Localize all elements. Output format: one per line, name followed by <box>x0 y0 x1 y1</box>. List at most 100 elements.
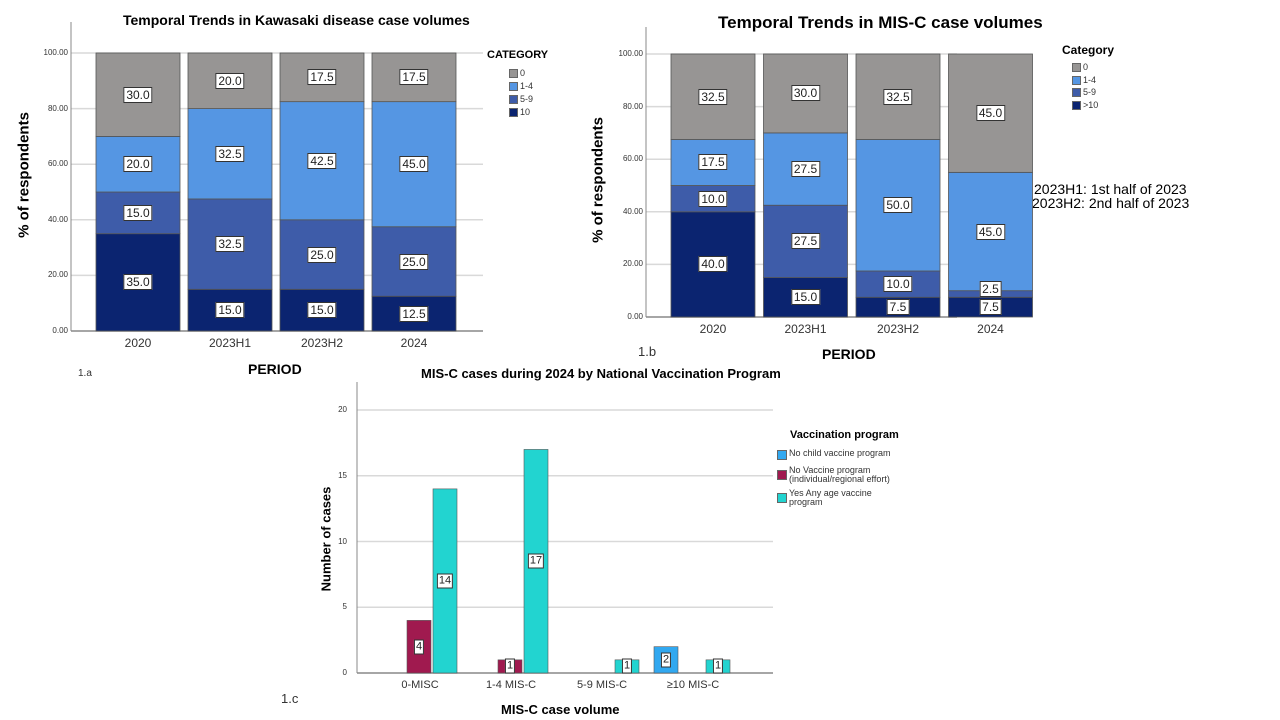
y-tick-label: 100.00 <box>43 48 68 57</box>
legend-swatch <box>1072 100 1081 110</box>
data-label: 10.0 <box>698 190 728 207</box>
chart-1a-title: Temporal Trends in Kawasaki disease case… <box>123 12 470 28</box>
x-tick-label: 2024 <box>400 336 428 350</box>
legend-swatch <box>777 493 787 503</box>
legend-swatch <box>509 95 518 104</box>
data-label: 32.5 <box>883 88 913 105</box>
data-label: 32.5 <box>215 236 245 253</box>
data-label: 17.5 <box>698 154 728 171</box>
x-tick-label: 2023H2 <box>876 322 920 336</box>
legend-item: 1-4 <box>1072 74 1097 85</box>
data-label: 32.5 <box>215 145 245 162</box>
legend-swatch <box>1072 75 1081 85</box>
data-label: 7.5 <box>979 299 1002 316</box>
data-label: 25.0 <box>399 253 429 270</box>
data-label: 45.0 <box>399 156 429 173</box>
data-label: 14 <box>436 573 454 589</box>
legend-item: >10 <box>1072 99 1099 110</box>
y-tick-label: 20 <box>338 405 347 414</box>
x-tick-label: 2023H2 <box>300 336 344 350</box>
data-label: 17.5 <box>399 69 429 86</box>
data-label: 2 <box>660 652 672 668</box>
chart-1c-legend-title: Vaccination program <box>790 429 899 441</box>
legend-label: 0 <box>520 68 526 78</box>
legend-label: 0 <box>1083 62 1089 72</box>
data-label: 12.5 <box>399 305 429 322</box>
bar-segment-14 <box>763 132 848 206</box>
x-tick-label: ≥10 MIS-C <box>666 679 720 691</box>
chart-1c-xlabel: MIS-C case volume <box>501 702 620 717</box>
legend-label: >10 <box>1083 99 1099 110</box>
y-tick-label: 40.00 <box>622 206 643 216</box>
y-tick-label: 15 <box>338 470 347 480</box>
data-label: 15.0 <box>790 289 821 306</box>
chart-1b-annotation-h2: 2023H2: 2nd half of 2023 <box>1032 195 1190 211</box>
data-label: 50.0 <box>883 197 913 214</box>
data-label: 45.0 <box>975 223 1006 240</box>
legend-label: 1-4 <box>520 81 534 91</box>
chart-1a-legend-title: CATEGORY <box>487 49 549 61</box>
data-label: 7.5 <box>886 299 910 316</box>
chart-1b-title: Temporal Trends in MIS-C case volumes <box>718 13 1043 32</box>
data-label: 17.5 <box>307 69 337 86</box>
legend-item: No child vaccine program <box>777 449 917 460</box>
data-label: 15.0 <box>123 204 153 221</box>
data-label: 20.0 <box>123 156 153 173</box>
x-tick-label: 1-4 MIS-C <box>485 679 537 691</box>
y-tick-label: 10 <box>338 536 347 546</box>
legend-label: 5-9 <box>520 94 534 104</box>
legend-item: 5-9 <box>509 95 533 104</box>
y-tick-label: 100.00 <box>618 49 643 58</box>
data-label: 1 <box>621 658 633 674</box>
chart-1b-panel-label: 1.b <box>638 344 657 359</box>
data-label: 25.0 <box>307 246 337 263</box>
y-tick-label: 80.00 <box>622 101 643 111</box>
data-label: 32.5 <box>698 88 728 105</box>
legend-item: Yes Any age vaccine program <box>777 489 917 507</box>
legend-swatch <box>509 82 518 91</box>
x-tick-label: 2023H1 <box>784 322 827 336</box>
data-label: 35.0 <box>123 274 153 291</box>
legend-item: No Vaccine program (individual/regional … <box>777 466 917 484</box>
legend-label: 1-4 <box>1083 74 1097 85</box>
chart-1a-panel-label: 1.a <box>78 368 92 379</box>
y-tick-label: 40.00 <box>47 214 68 224</box>
x-tick-label: 0-MISC <box>401 679 439 691</box>
legend-label: No Vaccine program (individual/regional … <box>789 465 890 484</box>
data-label: 45.0 <box>975 105 1006 122</box>
chart-1b-legend-title: Category <box>1062 43 1115 57</box>
data-label: 27.5 <box>790 233 821 250</box>
legend-swatch <box>1072 88 1081 97</box>
y-tick-label: 20.00 <box>47 270 68 280</box>
y-tick-label: 0.00 <box>627 312 643 321</box>
chart-1c-panel-label: 1.c <box>281 691 299 706</box>
data-label: 17 <box>527 553 545 569</box>
chart-1c-title: MIS-C cases during 2024 by National Vacc… <box>421 366 781 381</box>
legend-swatch <box>509 108 518 117</box>
x-tick-label: 2023H1 <box>208 336 252 350</box>
data-label: 40.0 <box>698 256 728 273</box>
y-tick-label: 60.00 <box>47 159 68 169</box>
legend-item: 0 <box>1072 63 1088 72</box>
legend-item: 10 <box>509 108 530 117</box>
data-label: 4 <box>413 639 425 655</box>
y-tick-label: 0.00 <box>52 326 68 335</box>
legend-swatch <box>777 450 787 460</box>
data-label: 27.5 <box>790 161 821 178</box>
data-label: 30.0 <box>790 85 821 102</box>
legend-item: 1-4 <box>509 82 533 91</box>
legend-label: No child vaccine program <box>789 448 891 458</box>
legend-swatch <box>777 470 787 480</box>
chart-1a-xlabel: PERIOD <box>248 361 302 377</box>
legend-swatch <box>509 69 518 78</box>
y-tick-label: 80.00 <box>47 103 68 113</box>
x-tick-label: 2020 <box>124 336 152 350</box>
data-label: 15.0 <box>215 302 245 319</box>
legend-item: 5-9 <box>1072 88 1096 97</box>
y-tick-label: 20.00 <box>622 259 643 269</box>
data-label: 20.0 <box>215 72 245 89</box>
legend-label: 5-9 <box>1083 87 1097 97</box>
data-label: 10.0 <box>883 276 913 293</box>
x-tick-label: 2024 <box>977 322 1004 336</box>
